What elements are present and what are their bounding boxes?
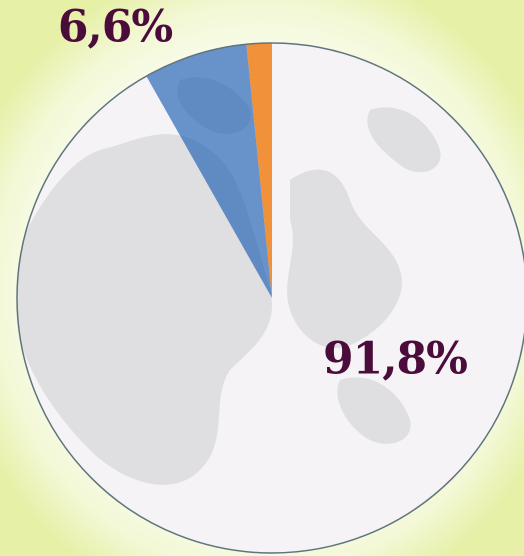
pie-slice — [246, 43, 272, 298]
moon-spot — [17, 134, 272, 485]
moon-spot — [287, 169, 402, 349]
slice-label: 91,8% — [323, 334, 467, 385]
moon-spot — [337, 377, 411, 444]
slices — [17, 43, 524, 553]
pie-slice — [17, 43, 524, 553]
moon-outline — [16, 42, 524, 554]
pie-slice — [146, 44, 272, 298]
slice-label: 6,6% — [58, 2, 173, 53]
moon-spot — [367, 107, 441, 173]
